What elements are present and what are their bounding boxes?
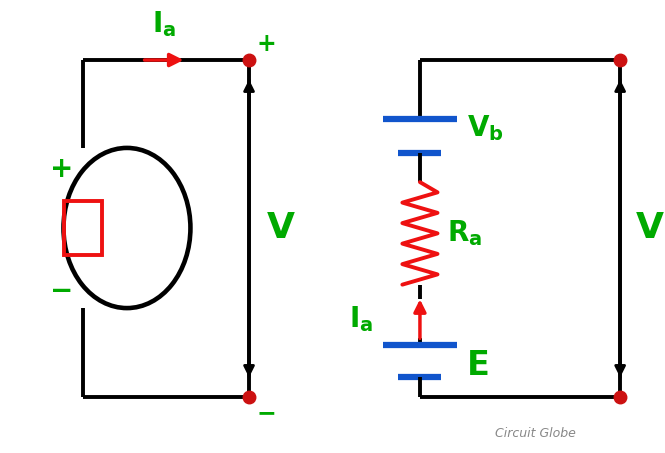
Text: $\mathbf{R_a}$: $\mathbf{R_a}$ — [448, 218, 483, 248]
Text: V: V — [267, 212, 295, 246]
Text: −: − — [50, 278, 73, 305]
Text: E: E — [467, 349, 489, 382]
Text: −: − — [257, 401, 277, 425]
Text: $\mathbf{V_b}$: $\mathbf{V_b}$ — [467, 113, 503, 143]
Bar — [65, 201, 102, 255]
Text: $\mathbf{I_a}$: $\mathbf{I_a}$ — [152, 9, 176, 39]
Text: +: + — [50, 155, 73, 183]
Text: V: V — [636, 212, 664, 246]
Text: +: + — [257, 32, 277, 56]
Text: $\mathbf{I_a}$: $\mathbf{I_a}$ — [349, 304, 373, 334]
Text: Circuit Globe: Circuit Globe — [495, 427, 576, 439]
